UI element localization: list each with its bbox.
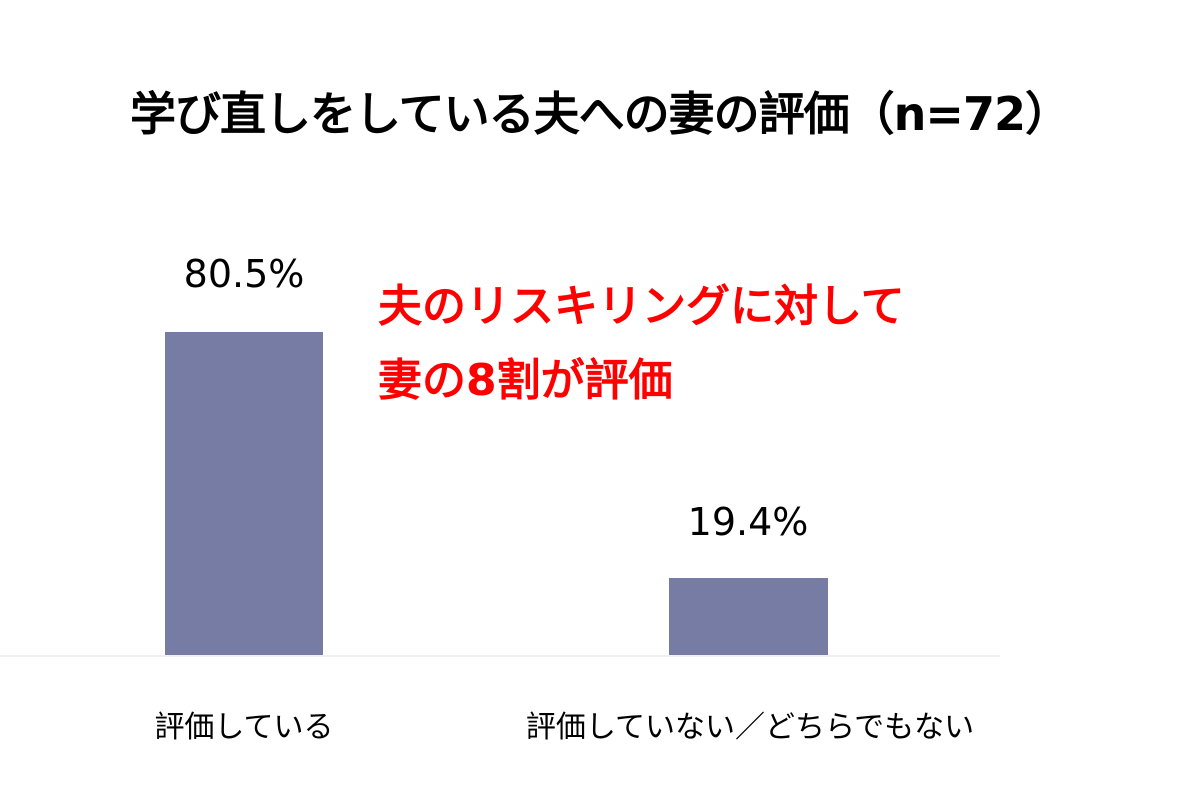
bar-evaluate [165,332,323,656]
annotation-line-2: 妻の8割が評価 [378,355,673,406]
value-label-evaluate: 80.5% [183,252,305,296]
chart-title: 学び直しをしている夫への妻の評価（n=72） [130,87,1071,141]
x-axis-baseline [0,655,1000,657]
bar-not-evaluate [669,578,828,656]
category-label-not-evaluate: 評価していない／どちらでもない [525,710,975,745]
annotation-line-1: 夫のリスキリングに対して [378,281,905,332]
category-label-evaluate: 評価している [154,710,334,745]
value-label-not-evaluate: 19.4% [687,500,809,544]
